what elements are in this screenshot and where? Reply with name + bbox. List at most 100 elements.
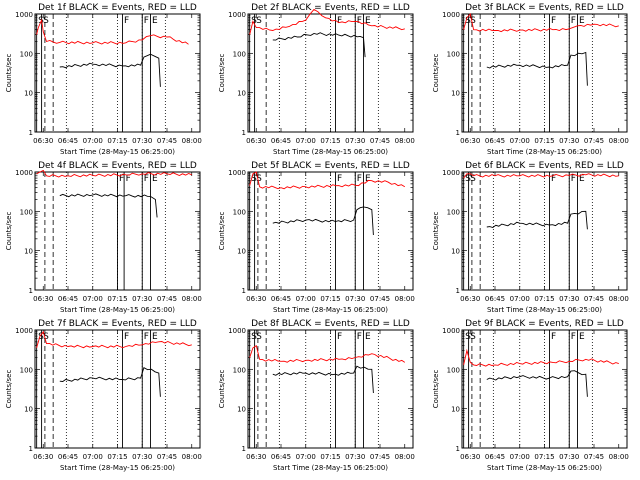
y-tick-label: 1	[242, 445, 246, 453]
y-tick-label: 100	[233, 50, 246, 58]
x-tick-label: 08:00	[609, 295, 629, 303]
y-tick-label: 1000	[15, 169, 33, 177]
panel-title: Det 9f BLACK = Events, RED = LLD	[465, 319, 624, 329]
lld-series-line	[249, 344, 406, 363]
plot-frame	[461, 171, 628, 291]
event-marker-label: S	[251, 16, 257, 26]
y-tick-label: 100	[233, 366, 246, 374]
y-tick-label: 100	[20, 366, 33, 374]
y-axis-label: Counts/sec	[432, 212, 440, 251]
y-tick-label: 10	[24, 90, 33, 98]
y-tick-label: 100	[447, 208, 460, 216]
y-tick-label: 1	[29, 445, 33, 453]
event-marker-label: S	[470, 174, 476, 184]
event-marker-label: F	[144, 332, 149, 342]
x-tick-label: 07:45	[584, 453, 604, 461]
lld-series-line	[36, 330, 192, 349]
event-marker-label: F	[337, 16, 342, 26]
plot-frame	[34, 329, 201, 449]
y-tick-label: 10	[451, 90, 460, 98]
event-marker-label: S	[256, 332, 262, 342]
plot-frame	[34, 13, 201, 133]
x-tick-label: 06:30	[33, 453, 53, 461]
panel-4: Det 4f BLACK = Events, RED = LLD 1 10 100 10…	[5, 161, 202, 314]
x-tick-label: 07:15	[107, 295, 127, 303]
x-tick-label: 06:45	[58, 295, 78, 303]
x-tick-label: 07:15	[320, 137, 340, 145]
panel-3: Det 3f BLACK = Events, RED = LLD 1 10 100 10…	[432, 3, 629, 156]
x-tick-label: 08:00	[609, 137, 629, 145]
x-axis-label: Start Time (28-May-15 06:25:00)	[273, 148, 388, 156]
events-series-line	[272, 365, 374, 394]
x-tick-label: 07:15	[534, 295, 554, 303]
event-marker-label: S	[256, 174, 262, 184]
y-tick-label: 100	[233, 208, 246, 216]
x-tick-label: 07:00	[296, 295, 316, 303]
y-tick-label: 1	[242, 129, 246, 137]
x-tick-label: 07:30	[345, 137, 365, 145]
x-tick-label: 08:00	[182, 137, 202, 145]
plot-frame	[247, 13, 414, 133]
y-tick-label: 10	[451, 406, 460, 414]
y-tick-label: 1000	[442, 11, 460, 19]
x-tick-label: 06:45	[271, 453, 291, 461]
panel-title: Det 6f BLACK = Events, RED = LLD	[465, 161, 624, 171]
event-marker-label: S	[470, 332, 476, 342]
x-tick-label: 07:00	[510, 295, 530, 303]
y-axis-label: Counts/sec	[5, 212, 13, 251]
events-series-line	[59, 367, 161, 397]
plot-frame	[247, 329, 414, 449]
event-marker-label: S	[256, 16, 262, 26]
event-marker-label: F	[119, 174, 124, 184]
x-tick-label: 06:45	[58, 137, 78, 145]
event-marker-label: E	[365, 174, 371, 184]
events-series-line	[59, 193, 158, 218]
plot-frame	[247, 171, 414, 291]
event-marker-label: F	[571, 174, 576, 184]
x-tick-label: 07:30	[132, 137, 152, 145]
event-marker-label: F	[124, 332, 129, 342]
event-marker-label: F	[357, 16, 362, 26]
y-axis-label: Counts/sec	[218, 54, 226, 93]
x-tick-label: 06:30	[460, 137, 480, 145]
x-tick-label: 06:30	[246, 295, 266, 303]
x-tick-label: 07:00	[296, 137, 316, 145]
x-tick-label: 06:45	[58, 453, 78, 461]
lld-series-line	[36, 169, 192, 178]
event-marker-label: E	[152, 174, 158, 184]
event-marker-label: F	[551, 332, 556, 342]
y-axis-label: Counts/sec	[432, 54, 440, 93]
x-axis-label: Start Time (28-May-15 06:25:00)	[487, 464, 602, 472]
event-marker-label: S	[251, 174, 257, 184]
panel-title: Det 3f BLACK = Events, RED = LLD	[465, 3, 624, 13]
x-tick-label: 07:45	[584, 295, 604, 303]
y-tick-label: 1	[456, 445, 460, 453]
x-tick-label: 07:30	[132, 453, 152, 461]
panel-8: Det 8f BLACK = Events, RED = LLD 1 10 100 10…	[218, 319, 415, 472]
x-tick-label: 07:15	[320, 295, 340, 303]
y-tick-label: 10	[237, 406, 246, 414]
x-tick-label: 07:00	[83, 453, 103, 461]
x-tick-label: 07:15	[534, 137, 554, 145]
x-tick-label: 06:45	[485, 137, 505, 145]
y-tick-label: 1000	[15, 11, 33, 19]
x-tick-label: 06:30	[246, 137, 266, 145]
x-tick-label: 06:45	[485, 295, 505, 303]
x-tick-label: 08:00	[395, 137, 415, 145]
panel-title: Det 2f BLACK = Events, RED = LLD	[251, 3, 410, 13]
x-tick-label: 07:15	[534, 453, 554, 461]
events-series-line	[272, 32, 366, 58]
event-marker-label: F	[144, 174, 149, 184]
x-axis-label: Start Time (28-May-15 06:25:00)	[273, 306, 388, 314]
panel-title: Det 1f BLACK = Events, RED = LLD	[38, 3, 197, 13]
y-tick-label: 10	[451, 248, 460, 256]
y-axis-label: Counts/sec	[218, 212, 226, 251]
y-tick-label: 100	[20, 50, 33, 58]
y-tick-label: 10	[24, 248, 33, 256]
x-tick-label: 06:30	[246, 453, 266, 461]
x-axis-label: Start Time (28-May-15 06:25:00)	[60, 306, 175, 314]
x-tick-label: 07:30	[345, 295, 365, 303]
y-axis-label: Counts/sec	[5, 54, 13, 93]
lld-series-line	[249, 171, 406, 190]
